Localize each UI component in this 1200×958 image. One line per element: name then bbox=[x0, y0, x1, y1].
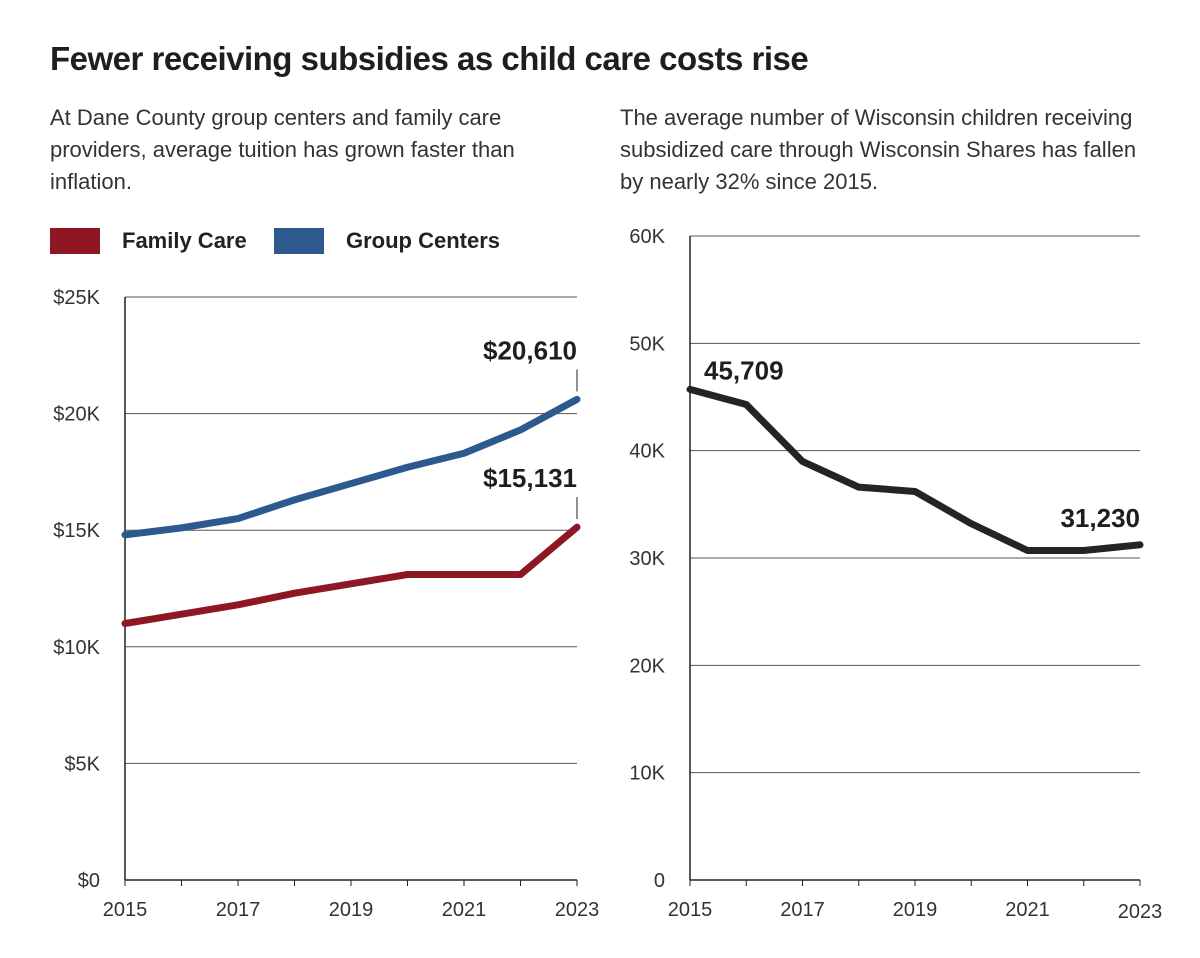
end-value-label: $20,610 bbox=[483, 335, 577, 365]
x-tick-label: 2023 bbox=[1118, 901, 1163, 923]
series-line bbox=[121, 523, 581, 627]
y-tick-label: $5K bbox=[64, 753, 100, 775]
legend-label: Group Centers bbox=[346, 228, 501, 253]
x-tick-label: 2019 bbox=[893, 899, 938, 921]
y-tick-label: 40K bbox=[629, 441, 665, 463]
y-tick-label: 60K bbox=[629, 226, 665, 248]
left-subtitle: At Dane County group centers and family … bbox=[50, 105, 515, 194]
x-tick-label: 2015 bbox=[103, 899, 148, 921]
y-tick-label: $25K bbox=[53, 287, 100, 309]
legend-swatch-group-centers bbox=[274, 228, 324, 254]
legend-group-centers: Group Centers bbox=[274, 228, 500, 254]
y-tick-label: $10K bbox=[53, 637, 100, 659]
y-tick-label: 20K bbox=[629, 655, 665, 677]
y-tick-label: 50K bbox=[629, 333, 665, 355]
x-tick-label: 2023 bbox=[555, 899, 600, 921]
y-tick-label: $20K bbox=[53, 404, 100, 426]
y-tick-label: $0 bbox=[78, 870, 100, 892]
y-tick-label: $15K bbox=[53, 520, 100, 542]
legend-family-care: Family Care bbox=[50, 228, 247, 254]
x-tick-label: 2019 bbox=[329, 899, 374, 921]
legend-swatch-family-care bbox=[50, 228, 100, 254]
x-tick-label: 2017 bbox=[780, 899, 825, 921]
y-tick-label: 10K bbox=[629, 763, 665, 785]
x-tick-label: 2021 bbox=[442, 899, 487, 921]
y-tick-label: 30K bbox=[629, 548, 665, 570]
legend-label: Family Care bbox=[122, 228, 247, 253]
start-value-label: 45,709 bbox=[704, 355, 784, 385]
end-value-label: $15,131 bbox=[483, 463, 577, 493]
chart-title: Fewer receiving subsidies as child care … bbox=[50, 40, 809, 77]
x-tick-label: 2017 bbox=[216, 899, 261, 921]
right-subtitle: The average number of Wisconsin children… bbox=[620, 105, 1137, 194]
end-value-label: 31,230 bbox=[1060, 503, 1140, 533]
x-tick-label: 2015 bbox=[668, 899, 713, 921]
x-tick-label: 2021 bbox=[1005, 899, 1050, 921]
y-tick-label: 0 bbox=[654, 870, 665, 892]
